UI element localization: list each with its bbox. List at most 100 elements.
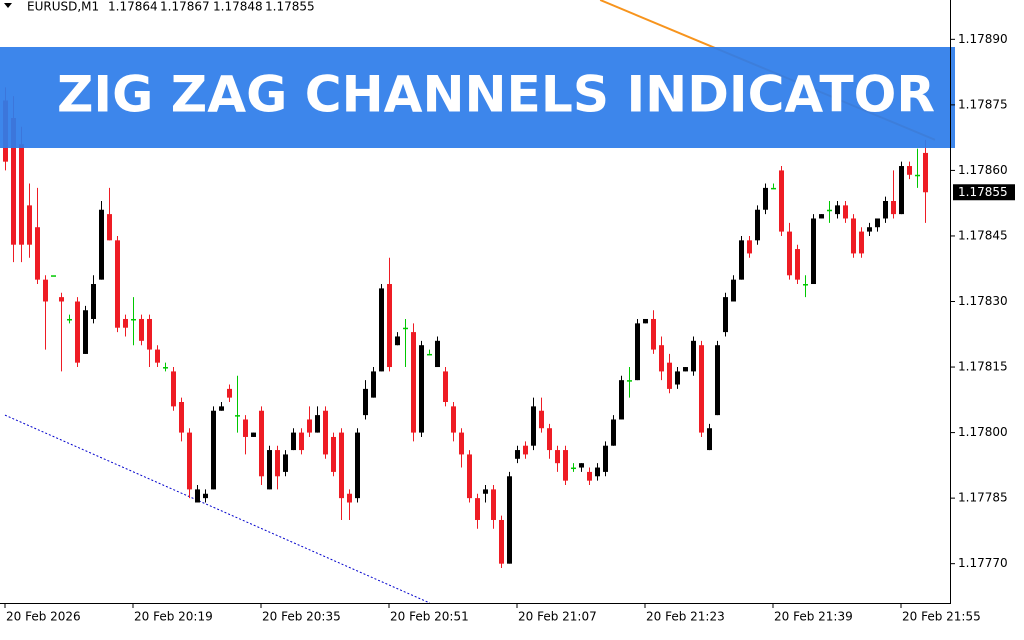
quote-low: 1.17848 — [213, 0, 263, 14]
candle-body — [635, 323, 640, 381]
y-tick-label: 1.17875 — [958, 97, 1008, 111]
candle-body — [203, 493, 208, 499]
quote-close: 1.17855 — [265, 0, 315, 14]
x-tick-label: 20 Feb 21:07 — [518, 610, 597, 624]
candle-body — [115, 240, 120, 328]
symbol: EURUSD,M1 — [27, 0, 99, 14]
y-tick-label: 1.17800 — [958, 425, 1008, 439]
candle-body — [315, 415, 320, 433]
candle-body — [27, 205, 32, 245]
candle-body — [595, 467, 600, 477]
candle-body — [755, 209, 760, 241]
candle-body — [795, 249, 800, 280]
candle-body — [843, 205, 848, 219]
y-tick-label: 1.17785 — [958, 491, 1008, 505]
candle-body — [811, 218, 816, 285]
candle-body — [403, 327, 408, 330]
candle-body — [235, 415, 240, 417]
candle-body — [131, 318, 136, 321]
price-marker-label: 1.17855 — [958, 185, 1008, 199]
candle-body — [923, 152, 928, 193]
x-tick-label: 20 Feb 2026 — [6, 610, 81, 624]
candle-body — [43, 279, 48, 302]
candle-body — [419, 345, 424, 433]
candle-body — [915, 174, 920, 177]
candle-body — [147, 318, 152, 350]
channel-line — [4, 414, 431, 604]
candle-body — [859, 231, 864, 254]
candle-body — [323, 410, 328, 455]
candle-body — [683, 367, 688, 372]
candle-body — [195, 489, 200, 503]
x-tick-label: 20 Feb 21:39 — [774, 610, 853, 624]
candle-body — [339, 432, 344, 499]
candle-body — [139, 318, 144, 341]
candle-body — [451, 406, 456, 433]
candle-body — [771, 187, 776, 190]
candle-body — [83, 310, 88, 354]
candle-body — [243, 419, 248, 437]
candle-body — [523, 445, 528, 455]
candle-body — [587, 471, 592, 481]
quote-high: 1.17867 — [160, 0, 210, 14]
candle-body — [603, 445, 608, 472]
candle-body — [827, 209, 832, 212]
candle-body — [75, 301, 80, 363]
banner-title: ZIG ZAG CHANNELS INDICATOR — [57, 66, 935, 124]
candles — [3, 87, 928, 569]
candle-body — [747, 240, 752, 254]
candle-body — [731, 279, 736, 302]
candle-body — [363, 388, 368, 416]
candle-body — [59, 297, 64, 302]
candle-body — [211, 410, 216, 490]
candle-body — [691, 340, 696, 372]
candle-body — [299, 432, 304, 451]
candle-body — [891, 201, 896, 215]
candle-body — [907, 166, 912, 175]
candle-body — [659, 345, 664, 372]
candle-body — [483, 489, 488, 494]
candle-body — [739, 240, 744, 280]
candle-body — [699, 345, 704, 433]
candle-body — [155, 349, 160, 363]
x-tick-label: 20 Feb 20:51 — [390, 610, 469, 624]
candle-body — [435, 340, 440, 368]
candle-body — [427, 353, 432, 356]
candle-body — [707, 428, 712, 451]
candle-body — [171, 371, 176, 407]
y-tick-label: 1.17830 — [958, 294, 1008, 308]
candle-body — [675, 371, 680, 385]
candle-body — [67, 318, 72, 321]
candle-body — [507, 476, 512, 564]
candle-body — [547, 428, 552, 451]
y-tick-label: 1.17890 — [958, 32, 1008, 46]
candle-body — [579, 463, 584, 468]
candle-body — [571, 467, 576, 470]
banner — [0, 47, 955, 148]
candle-body — [627, 380, 632, 382]
y-tick-label: 1.17815 — [958, 360, 1008, 374]
candle-body — [107, 214, 112, 241]
x-tick-label: 20 Feb 20:19 — [134, 610, 213, 624]
candle-body — [619, 380, 624, 420]
candle-body — [531, 406, 536, 446]
candle-body — [899, 166, 904, 215]
candle-body — [331, 436, 336, 472]
candle-body — [667, 362, 672, 389]
candle-body — [555, 450, 560, 464]
candle-body — [875, 218, 880, 228]
candle-body — [91, 284, 96, 319]
candle-body — [259, 410, 264, 477]
candle-body — [787, 231, 792, 276]
candle-body — [563, 450, 568, 481]
candle-body — [611, 419, 616, 446]
candle-body — [219, 406, 224, 411]
candle-body — [19, 144, 24, 245]
candle-body — [51, 275, 56, 277]
menu-arrow[interactable] — [4, 3, 12, 8]
candle-body — [163, 367, 168, 369]
candle-body — [491, 489, 496, 520]
candle-body — [643, 318, 648, 324]
candle-body — [835, 205, 840, 215]
